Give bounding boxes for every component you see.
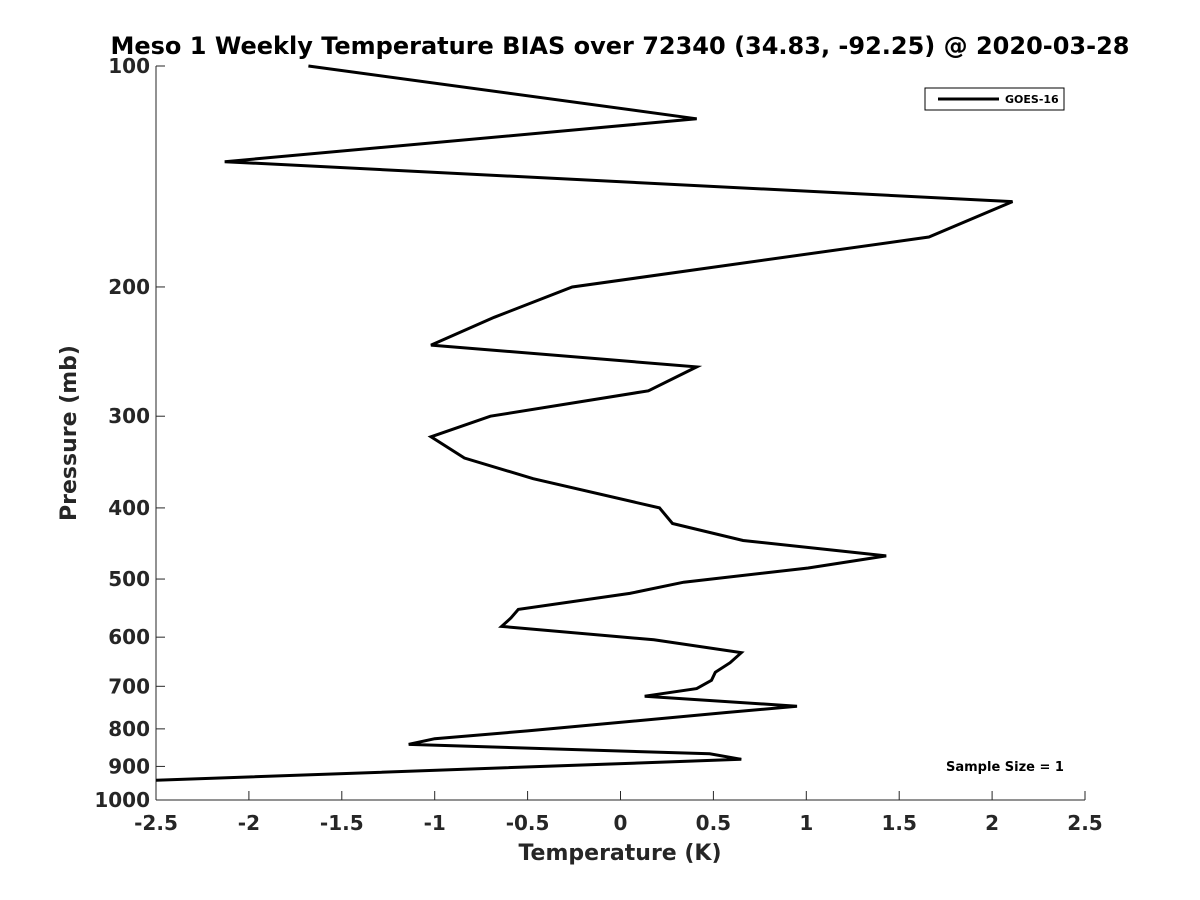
x-tick-label: -0.5 [506, 811, 550, 835]
y-tick-label: 400 [108, 496, 150, 520]
y-tick-label: 900 [108, 754, 150, 778]
y-tick-label: 500 [108, 567, 150, 591]
legend: GOES-16 [924, 87, 1065, 111]
y-tick-label: 600 [108, 625, 150, 649]
x-ticks: -2.5 -2 -1.5 -1 -0.5 0 0.5 1 1.5 2 2.5 [134, 791, 1103, 835]
x-tick-label: 1.5 [881, 811, 916, 835]
x-tick-label: -1 [424, 811, 446, 835]
y-tick-label: 700 [108, 674, 150, 698]
y-tick-label: 1000 [94, 788, 150, 812]
x-tick-label: 0.5 [696, 811, 731, 835]
x-tick-label: 2.5 [1067, 811, 1102, 835]
y-tick-label: 300 [108, 404, 150, 428]
x-tick-label: -1.5 [320, 811, 364, 835]
axes-frame [155, 66, 1085, 801]
y-tick-label: 100 [108, 54, 150, 78]
x-tick-label: 2 [985, 811, 999, 835]
y-ticks: 100 200 300 400 500 600 700 800 900 1000 [94, 54, 165, 812]
legend-entry-goes-16: GOES-16 [1005, 93, 1059, 106]
chart-title: Meso 1 Weekly Temperature BIAS over 7234… [110, 32, 1129, 60]
y-tick-label: 200 [108, 275, 150, 299]
x-tick-label: -2.5 [134, 811, 178, 835]
x-tick-label: 0 [614, 811, 628, 835]
y-axis-label: Pressure (mb) [57, 345, 82, 521]
series-line-goes-16 [155, 64, 1014, 782]
x-axis-label: Temperature (K) [518, 841, 721, 866]
x-tick-label: -2 [238, 811, 260, 835]
x-tick-label: 1 [799, 811, 813, 835]
y-tick-label: 800 [108, 717, 150, 741]
sample-size-annotation: Sample Size = 1 [946, 760, 1064, 775]
